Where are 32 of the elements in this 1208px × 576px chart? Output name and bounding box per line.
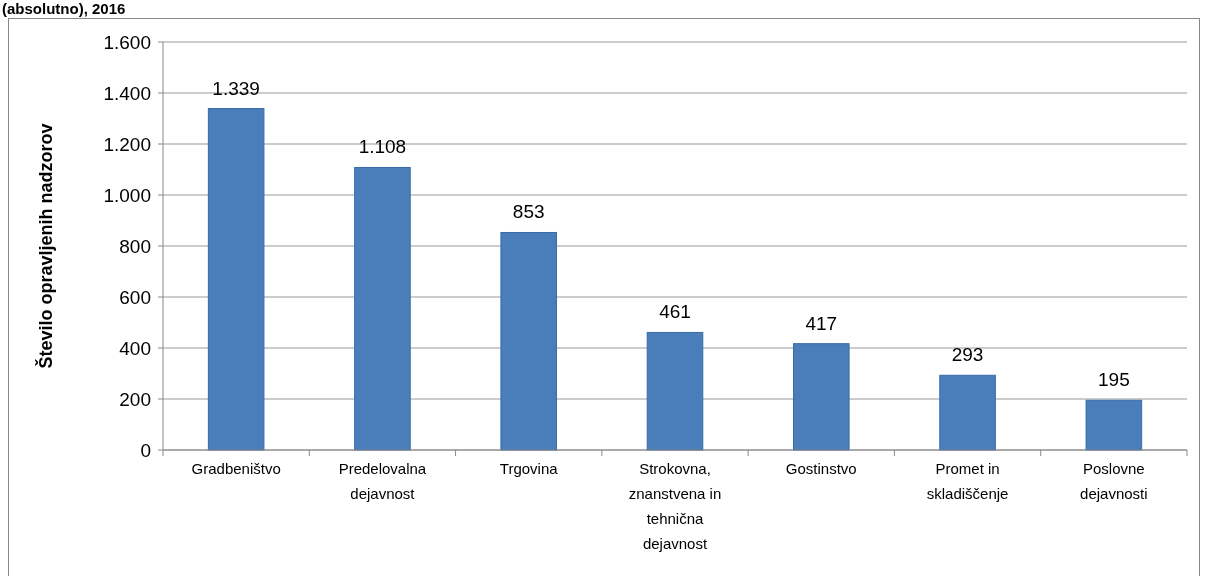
y-tick-label: 0 — [140, 439, 151, 461]
chart-title: (absolutno), 2016 — [2, 0, 126, 17]
y-tick-label: 200 — [119, 388, 151, 410]
y-tick-label: 1.400 — [103, 82, 151, 104]
bar — [939, 374, 996, 451]
bar — [1085, 399, 1143, 451]
y-tick-label: 1.200 — [103, 133, 151, 155]
data-label: 417 — [805, 312, 838, 334]
bar — [646, 331, 704, 451]
bar — [792, 343, 850, 451]
data-label: 195 — [1098, 369, 1130, 391]
y-tick-label: 600 — [119, 286, 151, 308]
y-axis-title: Število opravljenih nadzorov — [35, 123, 56, 369]
bar — [207, 108, 265, 451]
x-tick-label: Gostinstvo — [785, 460, 857, 477]
bar — [500, 231, 558, 451]
y-tick-label: 800 — [119, 235, 151, 257]
data-label: 853 — [512, 201, 545, 223]
data-label: 1.108 — [358, 136, 407, 158]
x-tick-label: Strokovna, znanstvena in tehnična dejavnost — [628, 460, 722, 552]
y-tick-label: 400 — [119, 337, 151, 359]
bar — [354, 166, 411, 451]
y-tick-label: 1.000 — [103, 184, 151, 206]
x-tick-label: Poslovne dejavnosti — [1080, 460, 1148, 502]
y-tick-label: 1.600 — [103, 31, 151, 53]
x-tick-label: Trgovina — [499, 460, 559, 477]
x-tick-label: Gradbeništvo — [191, 460, 281, 477]
data-label: 293 — [951, 344, 984, 366]
data-label: 461 — [659, 301, 691, 323]
x-tick-label: Predelovalna dejavnost — [338, 460, 427, 502]
data-label: 1.339 — [212, 77, 260, 99]
x-tick-label: Promet in skladiščenje — [926, 460, 1009, 502]
